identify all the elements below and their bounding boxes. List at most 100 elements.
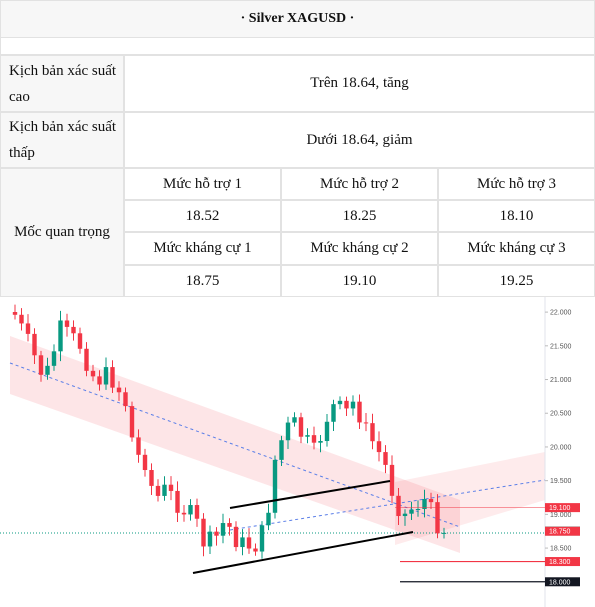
- candle-body: [357, 401, 362, 423]
- title: · Silver XAGUSD ·: [0, 0, 595, 38]
- candle-body: [71, 326, 76, 334]
- candle-body: [12, 312, 18, 315]
- candle-body: [389, 464, 395, 496]
- y-tick-label: 19.500: [550, 478, 572, 485]
- candle-body: [123, 392, 128, 407]
- candle-body: [84, 348, 89, 371]
- candle-body: [285, 422, 291, 441]
- candle-body: [376, 441, 382, 453]
- candle-body: [422, 499, 427, 510]
- candle-body: [337, 400, 343, 405]
- candle-body: [188, 505, 193, 515]
- scenario-label: Kịch bản xác suất thấp: [0, 112, 124, 168]
- level-value: 19.25: [438, 265, 595, 297]
- y-tick-label: 22.000: [550, 310, 572, 317]
- y-tick-label: 19.000: [550, 512, 572, 519]
- level-value: 18.52: [124, 200, 281, 232]
- chart-bg: [0, 297, 595, 607]
- price-tag: [545, 503, 580, 513]
- y-tick-label: 21.000: [550, 377, 572, 384]
- candle-body: [194, 505, 200, 519]
- candle-body: [201, 518, 206, 547]
- candle-body: [214, 531, 219, 536]
- candle-body: [396, 495, 401, 517]
- candle-body: [181, 512, 187, 515]
- level-header: Mức kháng cự 3: [438, 232, 595, 265]
- midline: [9, 362, 461, 528]
- candle-body: [220, 523, 226, 536]
- candle-body: [233, 526, 239, 548]
- candle-body: [318, 441, 323, 443]
- candle-body: [51, 351, 57, 366]
- price-tag: [545, 577, 580, 587]
- price-tag-label: 18.300: [549, 559, 571, 566]
- price-tag: [545, 557, 580, 567]
- candle-body: [383, 452, 388, 465]
- candle-body: [32, 333, 37, 356]
- y-tick-label: 18.500: [550, 546, 572, 553]
- candle-body: [149, 470, 154, 486]
- level-value: 18.10: [438, 200, 595, 232]
- candle-body: [25, 323, 31, 334]
- candle-body: [136, 437, 141, 455]
- candle-body: [350, 401, 356, 409]
- scenario-value: Dưới 18.64, giảm: [124, 112, 595, 168]
- chart-body: 22.000 21.500 21.000 20.500 20.000 19.500 19.0…: [0, 297, 595, 607]
- candle-body: [142, 454, 148, 471]
- levels-label: Mốc quan trọng: [0, 168, 124, 297]
- candle-body: [58, 320, 63, 352]
- candle-body: [409, 509, 414, 514]
- candle-body: [116, 387, 122, 393]
- scenario-label: Kịch bản xác suất cao: [0, 55, 124, 112]
- candle-body: [259, 525, 265, 552]
- channel: [395, 452, 545, 545]
- trendline: [229, 480, 391, 509]
- candle-body: [311, 435, 317, 443]
- price-tag: [545, 526, 580, 536]
- chart: 22.000 21.500 21.000 20.500 20.000 19.500 19.0…: [0, 297, 595, 607]
- candle-body: [292, 417, 297, 423]
- level-header: Mức kháng cự 1: [124, 232, 281, 265]
- candle-body: [207, 531, 213, 547]
- candle-body: [227, 523, 232, 527]
- candle-body: [110, 367, 115, 388]
- level-header: Mức hỗ trợ 3: [438, 168, 595, 200]
- price-tag-label: 18.000: [549, 579, 571, 586]
- candle-body: [246, 537, 252, 549]
- candle-body: [45, 365, 50, 375]
- candle-body: [129, 406, 135, 438]
- y-tick-label: 20.000: [550, 444, 572, 451]
- level-header: Mức kháng cự 2: [281, 232, 438, 265]
- candle-body: [441, 532, 447, 534]
- candle-body: [155, 485, 161, 496]
- candle-body: [90, 370, 96, 377]
- candle-body: [279, 440, 284, 460]
- candle-body: [415, 509, 421, 511]
- midline: [229, 479, 546, 531]
- candle-body: [324, 421, 330, 442]
- candle-body: [266, 512, 271, 526]
- price-tag-label: 18.750: [549, 529, 571, 536]
- y-tick-label: 20.500: [550, 411, 572, 418]
- level-value: 19.10: [281, 265, 438, 297]
- candle-body: [162, 484, 167, 496]
- candle-body: [38, 355, 44, 375]
- candle-body: [175, 490, 180, 513]
- trendline: [192, 531, 414, 574]
- candle-body: [363, 422, 369, 424]
- candle-body: [272, 459, 278, 513]
- candle-body: [331, 404, 336, 422]
- candle-body: [253, 548, 258, 552]
- candle-body: [370, 423, 375, 442]
- scenario-value: Trên 18.64, tăng: [124, 55, 595, 112]
- candle-body: [168, 484, 174, 491]
- level-header: Mức hỗ trợ 2: [281, 168, 438, 200]
- level-value: 18.75: [124, 265, 281, 297]
- candle-body: [97, 376, 102, 385]
- price-tag-label: 19.100: [549, 505, 571, 512]
- candle-body: [103, 367, 109, 385]
- candle-body: [402, 513, 408, 517]
- candle-body: [19, 314, 24, 324]
- level-header: Mức hỗ trợ 1: [124, 168, 281, 200]
